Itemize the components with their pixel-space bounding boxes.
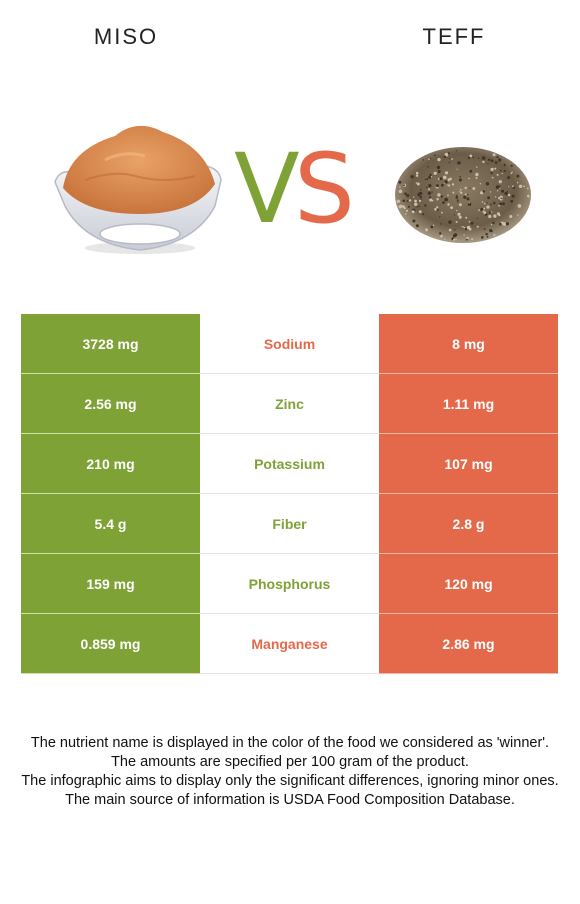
left-food-amount: 3728 mg (21, 314, 200, 374)
table-row: 210 mg Potassium 107 mg (21, 434, 558, 494)
table-row: 2.56 mg Zinc 1.11 mg (21, 374, 558, 434)
table-row: 159 mg Phosphorus 120 mg (21, 554, 558, 614)
nutrient-name: Sodium (200, 314, 379, 374)
right-food-amount: 107 mg (379, 434, 558, 494)
footer-line-amounts: The amounts are specified per 100 gram o… (111, 754, 469, 770)
table-row: 5.4 g Fiber 2.8 g (21, 494, 558, 554)
nutrient-name: Manganese (200, 614, 379, 674)
miso-bowl-image (54, 125, 222, 254)
vs-v: V (234, 138, 300, 228)
right-food-amount: 2.8 g (379, 494, 558, 554)
vs-s: S (294, 138, 354, 228)
nutrient-name: Zinc (200, 374, 379, 434)
nutrient-name: Potassium (200, 434, 379, 494)
table-row: 0.859 mg Manganese 2.86 mg (21, 614, 558, 674)
left-food-amount: 2.56 mg (21, 374, 200, 434)
left-food-amount: 210 mg (21, 434, 200, 494)
right-food-amount: 120 mg (379, 554, 558, 614)
nutrient-name: Phosphorus (200, 554, 379, 614)
right-food-amount: 2.86 mg (379, 614, 558, 674)
footer-line-differences: The infographic aims to display only the… (21, 773, 559, 789)
table-row: 3728 mg Sodium 8 mg (21, 314, 558, 374)
footer-line-source: The main source of information is USDA F… (65, 792, 515, 808)
nutrient-name: Fiber (200, 494, 379, 554)
footer-line-winner: The nutrient name is displayed in the co… (30, 735, 550, 751)
vs-label: V S (234, 138, 354, 228)
left-food-amount: 0.859 mg (21, 614, 200, 674)
left-food-title: MISO (93, 24, 159, 49)
footer-notes: The nutrient name is displayed in the co… (20, 734, 560, 810)
right-food-amount: 1.11 mg (379, 374, 558, 434)
teff-grain-pile-image (395, 147, 531, 243)
left-food-amount: 159 mg (21, 554, 200, 614)
right-food-title: TEFF (422, 24, 486, 49)
left-food-amount: 5.4 g (21, 494, 200, 554)
right-food-amount: 8 mg (379, 314, 558, 374)
